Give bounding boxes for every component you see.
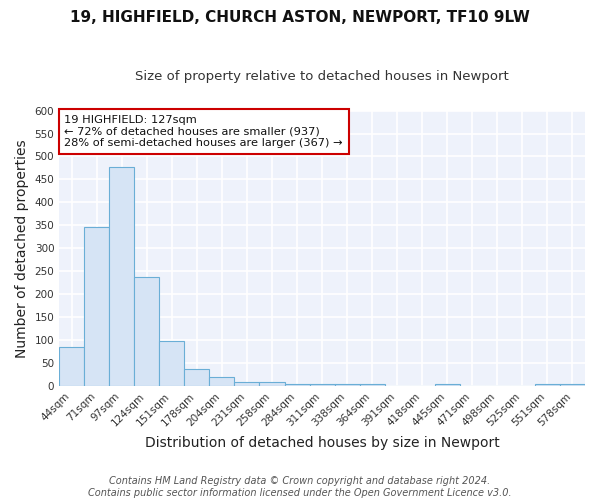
Bar <box>84 226 109 386</box>
Bar <box>109 167 134 386</box>
Text: Contains HM Land Registry data © Crown copyright and database right 2024.
Contai: Contains HM Land Registry data © Crown c… <box>88 476 512 498</box>
Bar <box>359 384 385 386</box>
Title: Size of property relative to detached houses in Newport: Size of property relative to detached ho… <box>135 70 509 83</box>
Bar <box>209 377 235 386</box>
Bar <box>259 382 284 386</box>
Bar <box>284 384 310 386</box>
Text: 19, HIGHFIELD, CHURCH ASTON, NEWPORT, TF10 9LW: 19, HIGHFIELD, CHURCH ASTON, NEWPORT, TF… <box>70 10 530 25</box>
Bar <box>235 382 259 386</box>
Bar <box>335 384 359 386</box>
Bar <box>310 384 335 386</box>
X-axis label: Distribution of detached houses by size in Newport: Distribution of detached houses by size … <box>145 436 499 450</box>
Bar <box>535 384 560 386</box>
Bar <box>160 342 184 386</box>
Bar <box>134 277 160 386</box>
Y-axis label: Number of detached properties: Number of detached properties <box>15 139 29 358</box>
Bar <box>184 370 209 386</box>
Bar <box>59 347 84 386</box>
Text: 19 HIGHFIELD: 127sqm
← 72% of detached houses are smaller (937)
28% of semi-deta: 19 HIGHFIELD: 127sqm ← 72% of detached h… <box>64 114 343 148</box>
Bar <box>560 384 585 386</box>
Bar <box>435 384 460 386</box>
